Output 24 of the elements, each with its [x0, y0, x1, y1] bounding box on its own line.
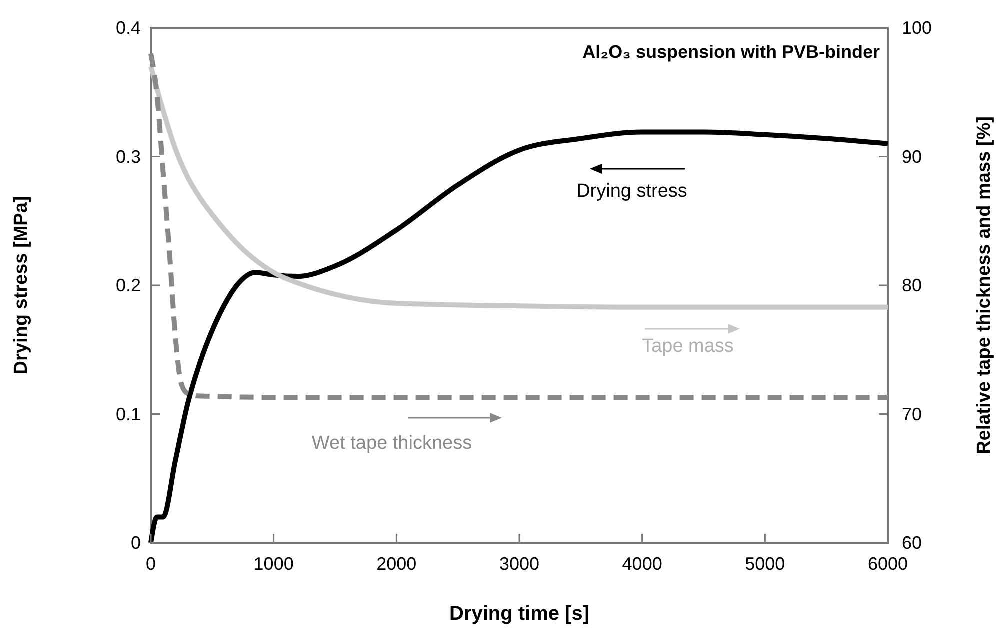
y2-tick-label: 100	[902, 18, 932, 38]
x-tick-label: 4000	[622, 554, 662, 574]
x-tick-label: 1000	[254, 554, 294, 574]
y2-axis-title: Relative tape thickness and mass [%]	[974, 116, 995, 454]
y-tick-label: 0.2	[116, 276, 141, 296]
x-tick-label: 2000	[376, 554, 417, 574]
y-tick-label: 0	[130, 533, 141, 553]
y2-tick-label: 80	[902, 276, 922, 296]
x-tick-label: 5000	[745, 554, 786, 574]
x-tick-label: 3000	[499, 554, 540, 574]
y-tick-label: 0.1	[116, 404, 141, 424]
y2-tick-label: 60	[902, 533, 922, 553]
x-tick-label: 0	[146, 554, 156, 574]
legend-label: Tape mass	[642, 336, 734, 357]
x-axis-title: Drying time [s]	[449, 603, 590, 625]
y-axis-title: Drying stress [MPa]	[11, 196, 32, 375]
y-tick-label: 0.4	[116, 18, 141, 38]
y2-tick-label: 70	[902, 404, 922, 424]
y2-tick-label: 90	[902, 146, 922, 167]
x-tick-label: 6000	[868, 554, 908, 574]
text: Al₂O₃ suspension with PVB-binder	[582, 42, 880, 62]
legend-label: Wet tape thickness	[312, 433, 472, 454]
y-tick-label: 0.3	[116, 146, 141, 167]
legend-label: Drying stress	[576, 181, 688, 202]
